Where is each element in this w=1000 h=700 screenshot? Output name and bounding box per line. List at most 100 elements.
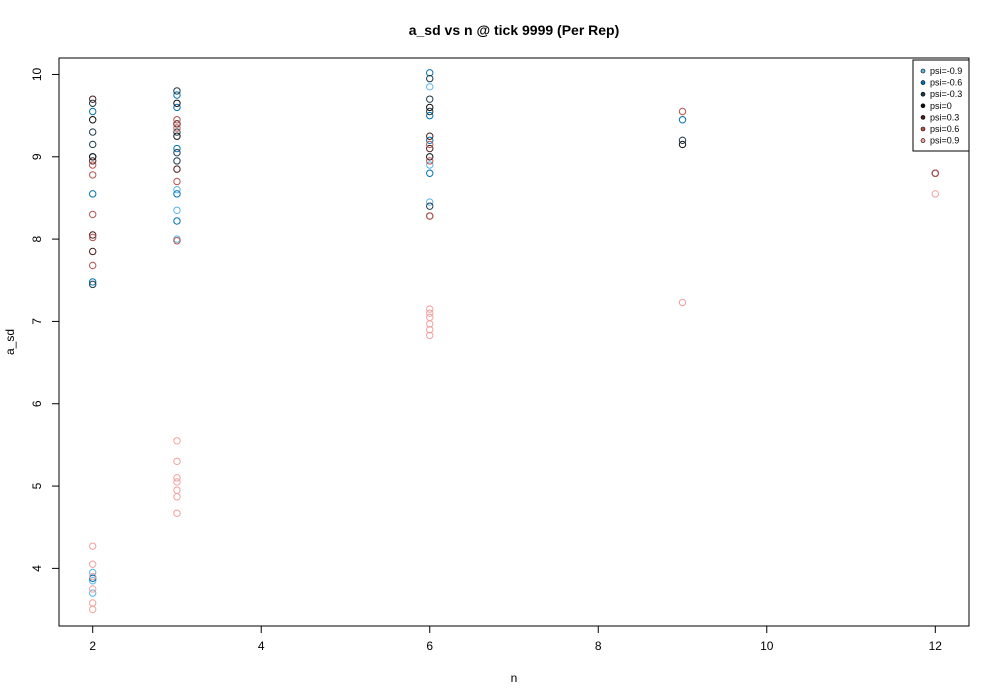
legend-marker (920, 138, 926, 143)
legend-label: psi=0.6 (930, 124, 959, 134)
data-point (173, 157, 181, 165)
data-point (678, 140, 687, 149)
data-point (89, 605, 97, 614)
y-tick-label: 9 (30, 153, 44, 160)
data-point (173, 474, 181, 482)
data-point (89, 116, 97, 124)
data-point (173, 486, 181, 494)
data-point (173, 103, 181, 112)
data-point (89, 577, 97, 585)
data-point (89, 161, 97, 169)
data-point (173, 186, 181, 194)
data-point (89, 568, 97, 577)
series-0 (89, 83, 434, 597)
x-tick-label: 4 (258, 639, 265, 653)
plot-area-frame (58, 57, 970, 627)
data-point (426, 202, 434, 210)
x-tick-label: 10 (760, 639, 774, 653)
data-point (173, 206, 181, 214)
data-point (173, 99, 181, 107)
data-point (173, 124, 181, 132)
data-point (89, 190, 97, 198)
data-point (173, 144, 181, 153)
y-tick-label: 4 (30, 565, 44, 572)
x-axis-label: n (511, 671, 518, 685)
data-point (426, 157, 434, 165)
legend-label: psi=0.3 (930, 112, 959, 122)
data-point (931, 169, 939, 177)
data-point (173, 493, 181, 501)
data-point (89, 572, 97, 581)
data-point (426, 74, 434, 83)
x-tick-label: 8 (595, 639, 602, 653)
data-point (173, 132, 181, 140)
data-point (89, 589, 97, 597)
data-point (173, 177, 181, 186)
data-point (426, 325, 434, 334)
data-point (426, 169, 434, 177)
data-point (89, 585, 97, 593)
data-point (678, 116, 687, 124)
legend-label: psi=-0.9 (930, 66, 962, 76)
legend-label: psi=0 (930, 101, 952, 111)
data-point (426, 107, 434, 116)
data-point (89, 231, 97, 239)
data-point (173, 237, 181, 245)
data-point (426, 153, 434, 161)
data-point (173, 217, 181, 225)
data-point (89, 128, 97, 136)
data-point (426, 103, 434, 112)
data-point (426, 331, 434, 340)
data-point (426, 111, 434, 120)
x-axis: 2 4 6 8 10 12 (89, 626, 942, 653)
data-point (173, 128, 181, 136)
series-3 (89, 99, 687, 161)
legend-marker (920, 115, 926, 120)
data-point (89, 280, 97, 289)
data-point (426, 95, 434, 103)
data-point (173, 87, 181, 95)
data-point (89, 278, 97, 286)
data-point (173, 91, 181, 99)
data-point (931, 190, 939, 198)
data-point (89, 171, 97, 179)
data-point (89, 233, 97, 242)
data-point (89, 599, 97, 607)
legend-label: psi=-0.3 (930, 89, 962, 99)
series-4 (89, 95, 939, 256)
data-point (173, 509, 181, 517)
y-tick-label: 10 (30, 67, 44, 81)
data-point (89, 153, 97, 161)
series-5 (89, 107, 939, 270)
y-tick-label: 6 (30, 400, 44, 407)
data-points (89, 69, 939, 614)
data-point (89, 210, 97, 219)
data-point (426, 313, 434, 322)
series-6 (89, 190, 939, 614)
y-tick-label: 5 (30, 482, 44, 489)
series-2 (89, 74, 939, 289)
data-point (89, 542, 97, 550)
data-point (426, 140, 434, 149)
data-point (426, 161, 434, 169)
data-point (426, 69, 434, 77)
legend-label: psi=0.9 (930, 136, 959, 146)
series-1 (89, 69, 687, 582)
data-point (173, 457, 181, 466)
data-point (173, 437, 181, 445)
data-point (678, 298, 687, 307)
x-tick-label: 12 (929, 639, 943, 653)
data-point (173, 478, 181, 486)
data-point (89, 107, 97, 116)
data-point (426, 305, 434, 313)
legend-marker (920, 68, 926, 74)
y-axis-label: a_sd (3, 329, 17, 355)
data-point (426, 309, 434, 317)
data-point (173, 120, 181, 128)
legend-marker (920, 126, 926, 132)
data-point (426, 136, 434, 145)
chart-title: a_sd vs n @ tick 9999 (Per Rep) (409, 22, 620, 38)
legend-marker (920, 103, 926, 109)
